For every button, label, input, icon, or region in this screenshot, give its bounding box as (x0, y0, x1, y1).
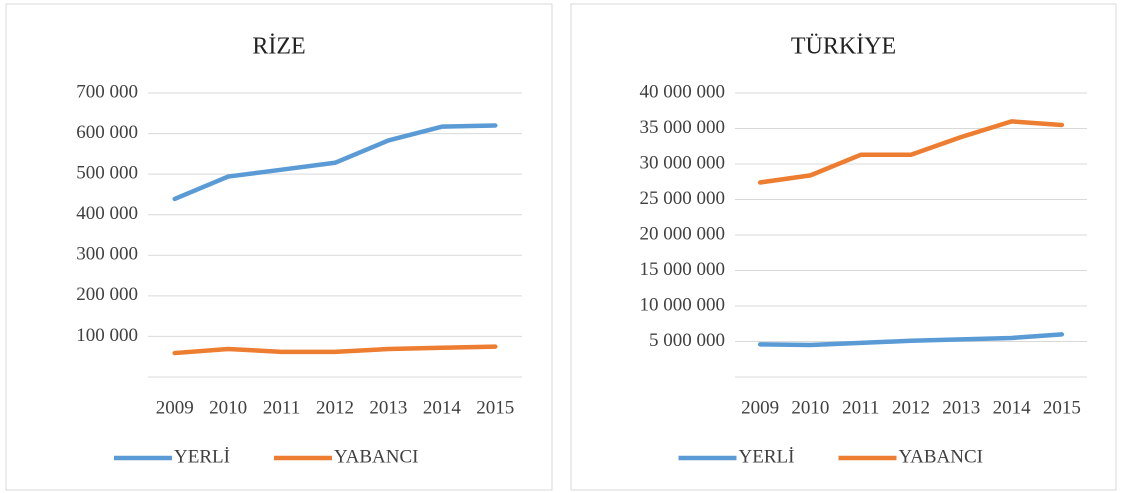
x-tick-label: 2013 (942, 397, 980, 418)
y-tick-label: 600 000 (76, 122, 138, 143)
x-tick-label: 2009 (741, 397, 779, 418)
series-line (172, 123, 498, 202)
y-tick-label: 15 000 000 (640, 259, 726, 280)
y-tick-label: 25 000 000 (640, 188, 726, 209)
x-tick-label: 2014 (423, 397, 462, 418)
x-tick-label: 2014 (993, 397, 1032, 418)
y-tick-label: 100 000 (76, 325, 138, 346)
y-tick-label: 500 000 (76, 163, 138, 184)
y-tick-label: 5 000 000 (649, 330, 725, 351)
y-tick-label: 400 000 (76, 203, 138, 224)
x-tick-label: 2011 (263, 397, 300, 418)
legend-label: YABANCI (899, 446, 983, 467)
x-tick-label: 2015 (1043, 397, 1081, 418)
y-tick-label: 30 000 000 (640, 152, 726, 173)
series-line (172, 344, 498, 356)
x-tick-label: 2012 (316, 397, 354, 418)
chart-title: TÜRKİYE (791, 34, 896, 60)
chart-title: RİZE (252, 34, 305, 60)
y-tick-label: 20 000 000 (640, 223, 726, 244)
y-tick-label: 10 000 000 (640, 294, 726, 315)
y-tick-label: 35 000 000 (640, 117, 726, 138)
series-line (757, 332, 1065, 348)
panel-border (570, 3, 1117, 491)
x-tick-label: 2011 (842, 397, 879, 418)
x-tick-label: 2012 (892, 397, 930, 418)
series-line (757, 119, 1065, 185)
x-tick-label: 2010 (209, 397, 247, 418)
y-tick-label: 300 000 (76, 244, 138, 265)
legend-label: YERLİ (174, 446, 230, 467)
panel-border (5, 3, 553, 491)
x-tick-label: 2015 (476, 397, 514, 418)
legend-label: YABANCI (334, 446, 418, 467)
y-tick-label: 40 000 000 (640, 81, 726, 102)
x-tick-label: 2009 (156, 397, 194, 418)
x-tick-label: 2013 (369, 397, 407, 418)
legend-label: YERLİ (739, 446, 795, 467)
y-tick-label: 700 000 (76, 81, 138, 102)
y-tick-label: 200 000 (76, 284, 138, 305)
x-tick-label: 2010 (791, 397, 829, 418)
